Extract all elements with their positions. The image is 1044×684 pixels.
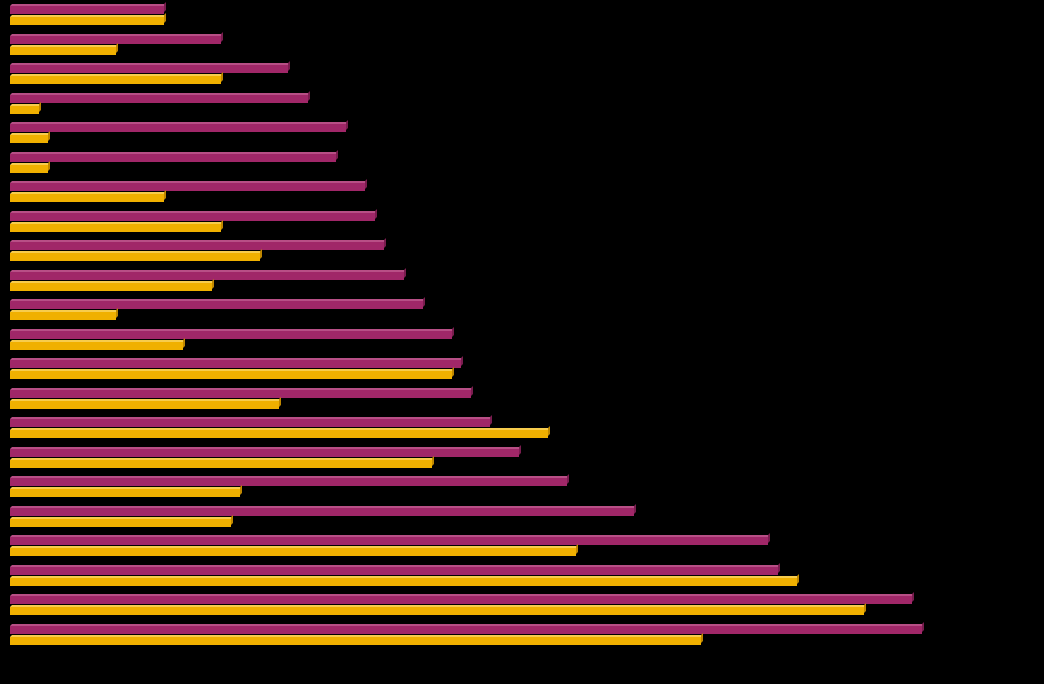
bar-series-a bbox=[10, 301, 423, 309]
bar-series-a bbox=[10, 508, 634, 516]
bar-series-b bbox=[10, 17, 164, 25]
bar-series-b bbox=[10, 224, 221, 232]
bar-series-b bbox=[10, 342, 183, 350]
bar-series-a bbox=[10, 360, 461, 368]
bar-series-b bbox=[10, 76, 221, 84]
bar-series-b bbox=[10, 430, 548, 438]
bar-series-a bbox=[10, 626, 922, 634]
bar-series-a bbox=[10, 567, 778, 575]
bar-series-a bbox=[10, 537, 768, 545]
bar-series-b bbox=[10, 106, 39, 114]
bar-series-b bbox=[10, 637, 701, 645]
bar-series-b bbox=[10, 194, 164, 202]
bar-series-a bbox=[10, 154, 336, 162]
bar-series-a bbox=[10, 6, 164, 14]
bar-series-b bbox=[10, 165, 48, 173]
bar-series-b bbox=[10, 253, 260, 261]
bar-series-a bbox=[10, 124, 346, 132]
bar-series-a bbox=[10, 95, 308, 103]
bar-series-a bbox=[10, 390, 471, 398]
bar-series-b bbox=[10, 607, 864, 615]
bar-series-a bbox=[10, 36, 221, 44]
bar-series-b bbox=[10, 312, 116, 320]
bar-series-b bbox=[10, 519, 231, 527]
bar-series-a bbox=[10, 596, 912, 604]
bar-series-b bbox=[10, 489, 240, 497]
bar-series-a bbox=[10, 449, 519, 457]
bar-series-a bbox=[10, 478, 567, 486]
bar-series-a bbox=[10, 419, 490, 427]
bar-series-a bbox=[10, 65, 288, 73]
bar-series-a bbox=[10, 213, 375, 221]
bar-series-b bbox=[10, 47, 116, 55]
bar-series-b bbox=[10, 283, 212, 291]
bar-series-b bbox=[10, 401, 279, 409]
bar-series-b bbox=[10, 460, 432, 468]
bar-series-b bbox=[10, 578, 797, 586]
horizontal-bar-chart bbox=[0, 0, 1044, 684]
bar-series-a bbox=[10, 331, 452, 339]
bar-series-a bbox=[10, 272, 404, 280]
bar-series-b bbox=[10, 371, 452, 379]
bar-series-b bbox=[10, 548, 576, 556]
bar-series-a bbox=[10, 242, 384, 250]
bar-series-a bbox=[10, 183, 365, 191]
bar-series-b bbox=[10, 135, 48, 143]
